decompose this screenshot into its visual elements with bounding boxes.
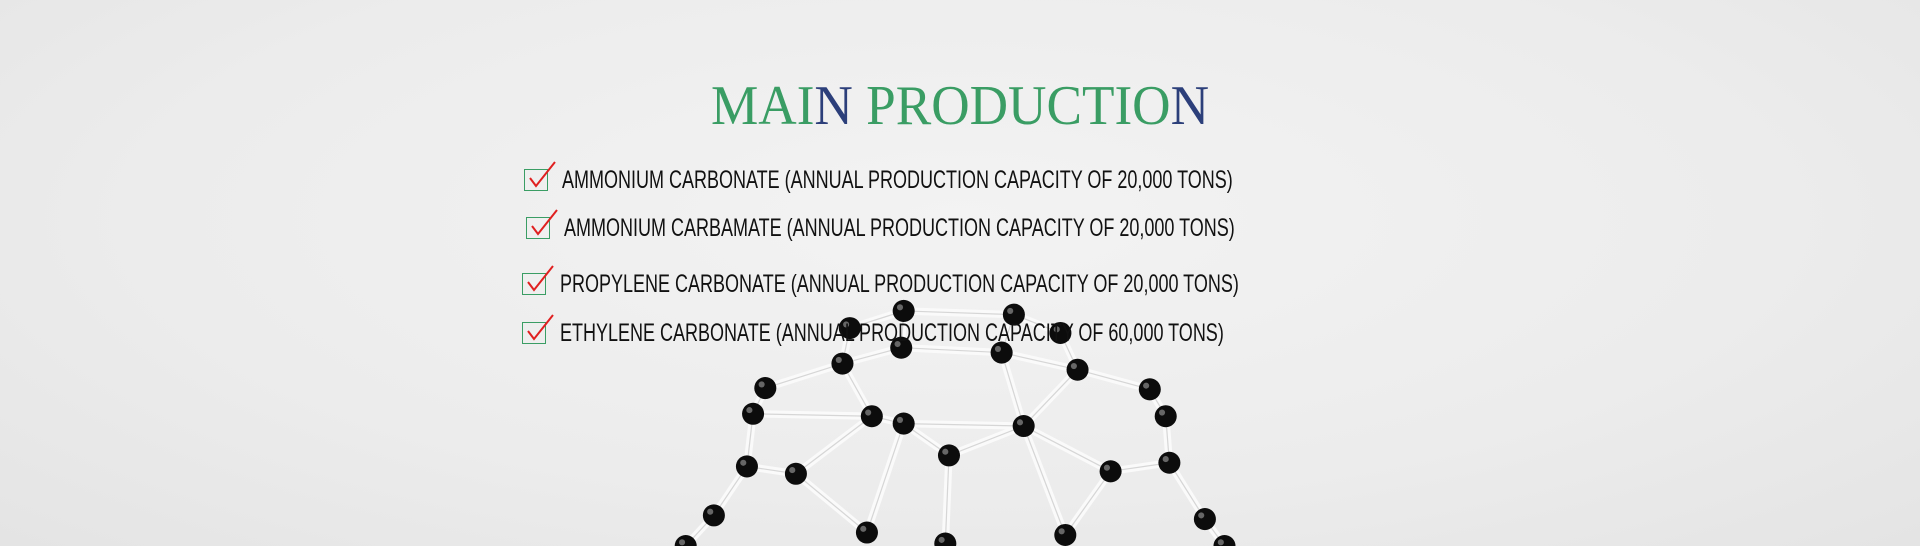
molecule-bond — [753, 413, 872, 417]
molecule-bond — [1023, 425, 1066, 536]
molecule-bond — [765, 363, 843, 389]
molecule-bond — [944, 455, 950, 544]
molecule-atom — [1193, 508, 1216, 531]
molecule-bond — [1077, 369, 1150, 390]
molecule-atom — [892, 412, 915, 435]
checkbox-checked-icon — [522, 314, 554, 344]
molecule-atom — [860, 405, 883, 428]
molecule-atom — [1066, 358, 1089, 381]
molecule-atom — [754, 377, 777, 400]
molecule-atom — [855, 521, 878, 544]
molecule-atom — [742, 402, 765, 425]
molecule-bond — [1001, 351, 1078, 371]
molecule-bond — [903, 422, 1024, 427]
molecule-bond — [901, 347, 1002, 354]
molecule-bond — [903, 310, 1014, 316]
list-item: AMMONIUM CARBONATE (ANNUAL PRODUCTION CA… — [524, 161, 1494, 195]
section-title: MAIN PRODUCTION — [710, 75, 1210, 137]
molecule-bond — [795, 415, 873, 475]
checkbox-checked-icon — [522, 265, 554, 295]
molecule-bond — [948, 425, 1024, 456]
molecule-atom — [1054, 523, 1077, 546]
molecule-bond — [795, 473, 868, 534]
list-item: ETHYLENE CARBONATE (ANNUAL PRODUCTION CA… — [522, 314, 1482, 348]
molecule-bond — [1168, 462, 1206, 520]
molecule-bond — [866, 423, 905, 533]
molecule-bond — [1023, 425, 1111, 472]
molecule-atom — [831, 352, 854, 375]
molecule-bond — [1023, 369, 1078, 427]
checkbox-checked-icon — [526, 209, 558, 239]
molecule-atom — [934, 532, 957, 546]
molecule-atom — [784, 462, 807, 485]
molecule-atom — [1158, 451, 1181, 474]
molecule-bond — [1064, 470, 1112, 536]
molecule-atom — [702, 504, 725, 527]
molecule-bond — [1001, 352, 1025, 427]
list-item: AMMONIUM CARBAMATE (ANNUAL PRODUCTION CA… — [526, 209, 1496, 243]
molecule-atom — [1154, 405, 1177, 428]
molecule-atom — [735, 455, 758, 478]
list-item: PROPYLENE CARBONATE (ANNUAL PRODUCTION C… — [522, 265, 1503, 299]
molecule-atom — [937, 444, 960, 467]
checkbox-checked-icon — [524, 161, 556, 191]
molecule-atom — [1012, 415, 1035, 438]
molecule-atom — [1138, 378, 1161, 401]
molecule-atom — [1099, 460, 1122, 483]
